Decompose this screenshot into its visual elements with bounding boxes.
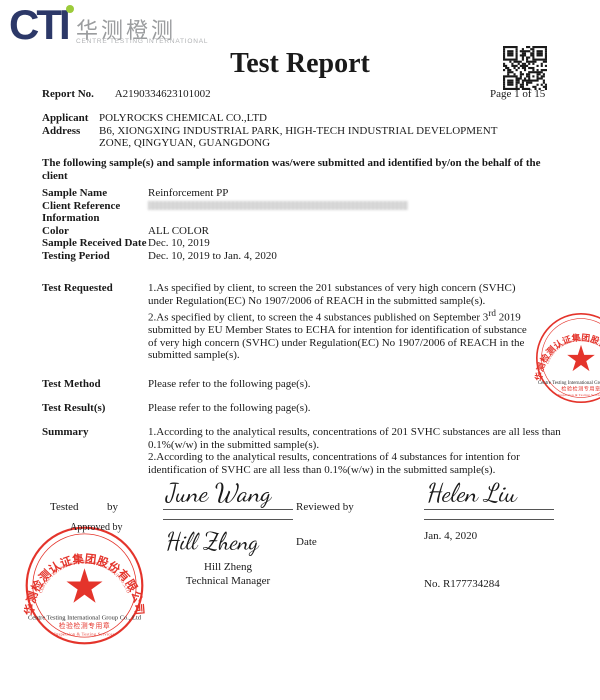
svg-text:Centre Testing International G: Centre Testing International Group Co., … [538, 381, 600, 386]
svg-text:Inspection & Testing Services: Inspection & Testing Services [558, 393, 600, 397]
svg-text:Centre Testing International G: Centre Testing International Group Co., … [28, 614, 142, 621]
svg-text:Inspection & Testing Services: Inspection & Testing Services [54, 631, 114, 636]
svg-text:检验检测专用章: 检验检测专用章 [58, 620, 110, 629]
